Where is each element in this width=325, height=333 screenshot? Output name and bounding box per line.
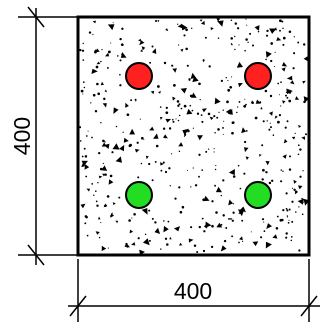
concrete-section [76,15,311,257]
top-rebar-right [244,62,272,90]
concrete-aggregate-texture [78,18,309,255]
width-dimension [68,259,320,322]
height-label: 400 [9,117,35,155]
height-dimension [18,6,82,266]
top-rebar-left [125,62,153,90]
bottom-rebar-right [244,181,272,209]
bottom-rebar-left [125,181,153,209]
width-label: 400 [174,278,212,304]
